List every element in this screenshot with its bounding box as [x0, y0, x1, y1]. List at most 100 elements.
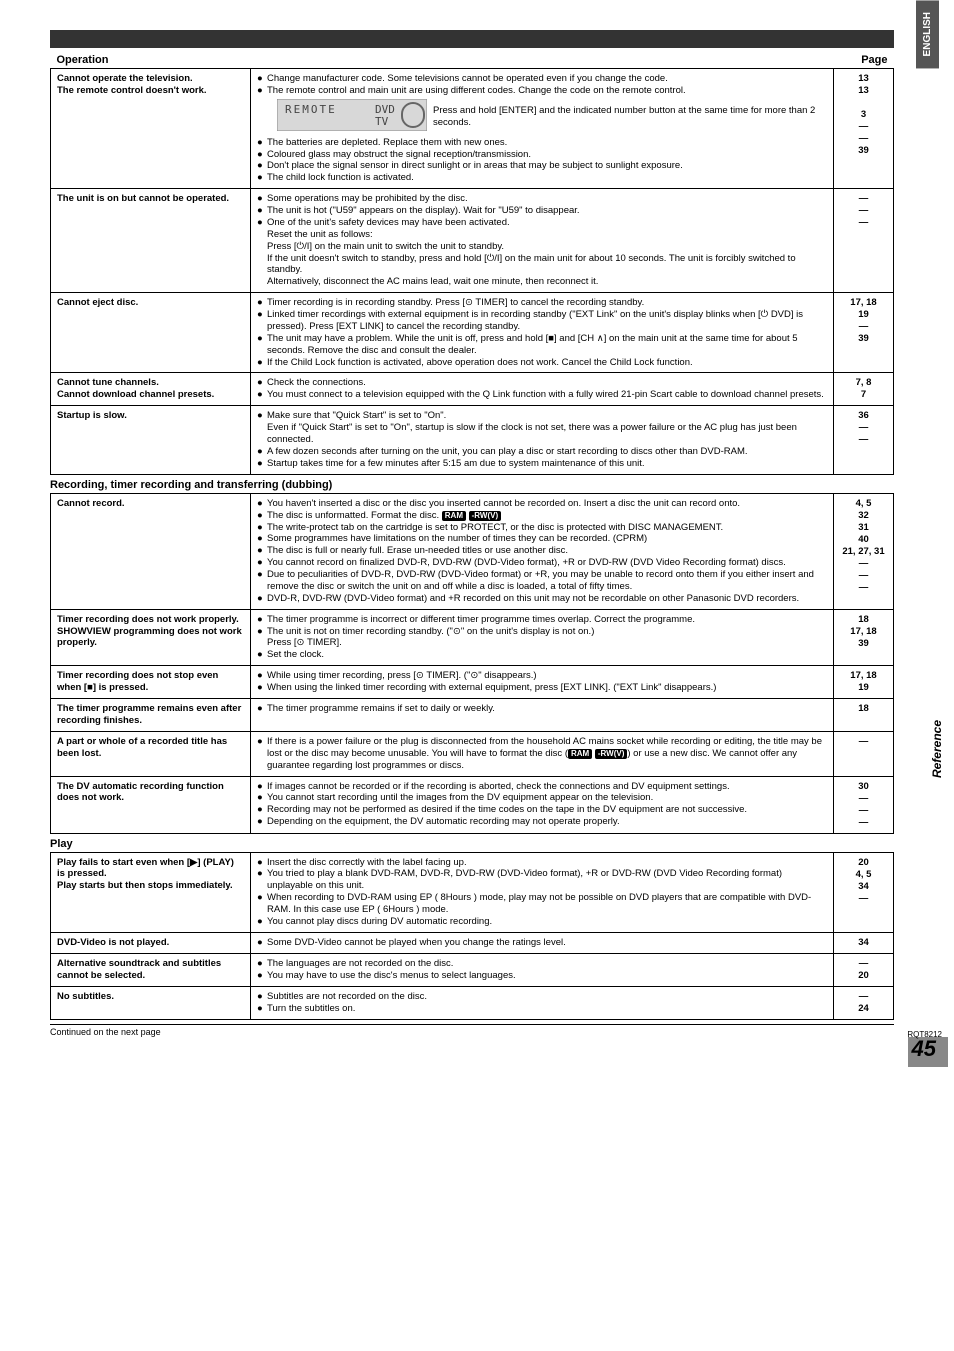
page-ref: 18	[840, 614, 887, 626]
tab-reference: Reference	[930, 720, 944, 778]
symptom-cell: Cannot tune channels.Cannot download cha…	[51, 373, 251, 406]
page-ref: —	[840, 321, 887, 333]
page-ref: —	[840, 193, 887, 205]
remedy-cell: ●Timer recording is in recording standby…	[251, 293, 834, 373]
page-ref: 7	[840, 389, 887, 401]
page-cell: 30———	[834, 776, 894, 833]
page-ref: 17, 18	[840, 626, 887, 638]
troubleshooting-table: Operation Page Cannot operate the televi…	[50, 52, 894, 475]
page-cell: ———	[834, 189, 894, 293]
page-cell: —24	[834, 986, 894, 1019]
page-ref: 36	[840, 410, 887, 422]
bullet-item: ●When recording to DVD-RAM using EP ( 8H…	[257, 892, 827, 916]
remedy-cell: ●The languages are not recorded on the d…	[251, 953, 834, 986]
page-ref: 13	[840, 73, 887, 85]
play-table: Play fails to start even when [▶] (PLAY)…	[50, 852, 894, 1020]
bullet-item: ●Set the clock.	[257, 649, 827, 661]
bullet-item: ●If there is a power failure or the plug…	[257, 736, 827, 772]
bullet-item: ●Some programmes have limitations on the…	[257, 533, 827, 545]
bullet-item: ●The unit may have a problem. While the …	[257, 333, 827, 357]
page-ref: —	[840, 958, 887, 970]
symptom-cell: Cannot record.	[51, 493, 251, 609]
page-ref: —	[840, 805, 887, 817]
page-ref: 21, 27, 31	[840, 546, 887, 558]
page-cell: —	[834, 731, 894, 776]
page-ref: —	[840, 736, 887, 748]
page-ref: 20	[840, 857, 887, 869]
symptom-cell: The timer programme remains even after r…	[51, 699, 251, 732]
bullet-item: ●You cannot start recording until the im…	[257, 792, 827, 804]
bullet-item: ●When using the linked timer recording w…	[257, 682, 827, 694]
symptom-cell: Cannot eject disc.	[51, 293, 251, 373]
page-cell: 7, 87	[834, 373, 894, 406]
page-ref: 20	[840, 970, 887, 982]
bullet-item: ●DVD-R, DVD-RW (DVD-Video format) and +R…	[257, 593, 827, 605]
page-cell: 204, 534—	[834, 852, 894, 932]
symptom-cell: DVD-Video is not played.	[51, 932, 251, 953]
page-ref: 17, 18	[840, 297, 887, 309]
page-ref	[840, 97, 887, 109]
bullet-item: ●The disc is full or nearly full. Erase …	[257, 545, 827, 557]
page-ref: —	[840, 558, 887, 570]
page-ref: 13	[840, 85, 887, 97]
symptom-cell: The DV automatic recording function does…	[51, 776, 251, 833]
bullet-item: ●If images cannot be recorded or if the …	[257, 781, 827, 793]
bullet-item: ●The unit is not on timer recording stan…	[257, 626, 827, 650]
bullet-item: ●You haven't inserted a disc or the disc…	[257, 498, 827, 510]
page-ref: 4, 5	[840, 869, 887, 881]
page-ref: 31	[840, 522, 887, 534]
bullet-item: ●Recording may not be performed as desir…	[257, 804, 827, 816]
bullet-item: ●Insert the disc correctly with the labe…	[257, 857, 827, 869]
page-cell: 17, 1819—39	[834, 293, 894, 373]
section-play: Play	[50, 838, 894, 850]
remedy-cell: ●The timer programme remains if set to d…	[251, 699, 834, 732]
remedy-cell: ●Make sure that "Quick Start" is set to …	[251, 406, 834, 474]
remedy-cell: ●Some DVD-Video cannot be played when yo…	[251, 932, 834, 953]
page-cell: 4, 532314021, 27, 31———	[834, 493, 894, 609]
svg-text:REMOTE: REMOTE	[285, 103, 337, 116]
page-ref: —	[840, 422, 887, 434]
bullet-item: ●A few dozen seconds after turning on th…	[257, 446, 827, 458]
page-cell: 17, 1819	[834, 666, 894, 699]
header-bar	[50, 30, 894, 48]
bullet-item: ●If the Child Lock function is activated…	[257, 357, 827, 369]
bullet-item: ●The remote control and main unit are us…	[257, 85, 827, 97]
page-ref: —	[840, 991, 887, 1003]
symptom-cell: The unit is on but cannot be operated.	[51, 189, 251, 293]
bullet-item: ●One of the unit's safety devices may ha…	[257, 217, 827, 288]
symptom-cell: Timer recording does not work properly.S…	[51, 609, 251, 666]
symptom-cell: Cannot operate the television.The remote…	[51, 69, 251, 189]
page-ref: 39	[840, 145, 887, 157]
remedy-cell: ●Subtitles are not recorded on the disc.…	[251, 986, 834, 1019]
page-ref: 34	[840, 937, 887, 949]
page-ref: 32	[840, 510, 887, 522]
col-page: Page	[834, 52, 894, 69]
symptom-cell: Startup is slow.	[51, 406, 251, 474]
badge-ram: RAM	[568, 749, 592, 759]
remedy-cell: ●Check the connections.●You must connect…	[251, 373, 834, 406]
page-ref: 40	[840, 534, 887, 546]
bullet-item: ●The languages are not recorded on the d…	[257, 958, 827, 970]
bullet-item: ●Some operations may be prohibited by th…	[257, 193, 827, 205]
symptom-cell: A part or whole of a recorded title has …	[51, 731, 251, 776]
page-ref: —	[840, 570, 887, 582]
page-ref: —	[840, 205, 887, 217]
bullet-item: ●Due to peculiarities of DVD-R, DVD-RW (…	[257, 569, 827, 593]
page-ref: —	[840, 817, 887, 829]
bullet-item: ●Make sure that "Quick Start" is set to …	[257, 410, 827, 446]
bullet-item: ●Subtitles are not recorded on the disc.	[257, 991, 827, 1003]
bullet-item: ●Startup takes time for a few minutes af…	[257, 458, 827, 470]
page-ref: 39	[840, 638, 887, 650]
page-ref: 24	[840, 1003, 887, 1015]
svg-text:TV: TV	[375, 115, 389, 128]
remote-caption: Press and hold [ENTER] and the indicated…	[433, 105, 827, 129]
bullet-item: ●The disc is unformatted. Format the dis…	[257, 510, 827, 522]
bullet-item: ●While using timer recording, press [⊙ T…	[257, 670, 827, 682]
bullet-item: ●You must connect to a television equipp…	[257, 389, 827, 401]
page-ref: 3	[840, 109, 887, 121]
bullet-item: ●You tried to play a blank DVD-RAM, DVD-…	[257, 868, 827, 892]
page-ref: 17, 18	[840, 670, 887, 682]
tab-english: ENGLISH	[916, 0, 939, 68]
page-cell: 34	[834, 932, 894, 953]
remedy-cell: ●You haven't inserted a disc or the disc…	[251, 493, 834, 609]
